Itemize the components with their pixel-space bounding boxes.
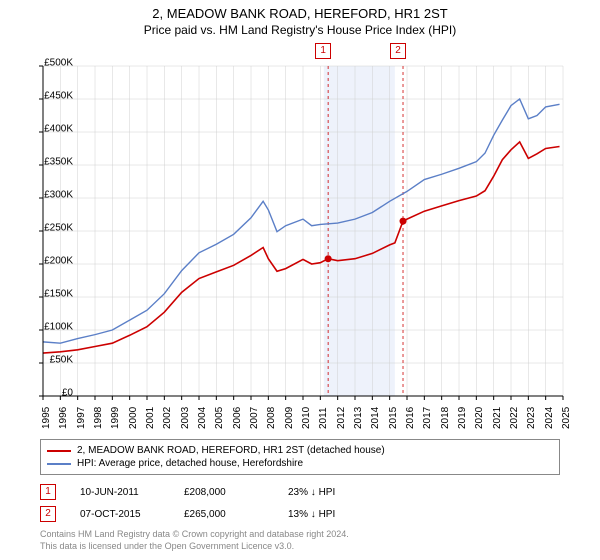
x-tick-label: 1995 [41, 407, 52, 429]
x-tick-label: 2007 [249, 407, 260, 429]
x-tick-label: 2004 [197, 407, 208, 429]
x-tick-label: 2013 [353, 407, 364, 429]
legend: 2, MEADOW BANK ROAD, HEREFORD, HR1 2ST (… [40, 439, 560, 475]
transaction-flag-2: 2 [40, 506, 56, 522]
x-tick-label: 2022 [509, 407, 520, 429]
y-tick-label: £200K [33, 256, 73, 267]
y-tick-label: £400K [33, 124, 73, 135]
y-tick-label: £100K [33, 322, 73, 333]
footer-attribution: Contains HM Land Registry data © Crown c… [40, 529, 560, 552]
y-tick-label: £150K [33, 289, 73, 300]
y-tick-label: £350K [33, 157, 73, 168]
y-tick-label: £300K [33, 190, 73, 201]
x-tick-label: 2003 [180, 407, 191, 429]
line-chart-svg [38, 63, 568, 403]
transaction-date-2: 07-OCT-2015 [80, 509, 160, 520]
transaction-price-1: £208,000 [184, 487, 264, 498]
x-tick-label: 2015 [388, 407, 399, 429]
x-tick-label: 2009 [284, 407, 295, 429]
x-tick-label: 2012 [336, 407, 347, 429]
y-tick-label: £250K [33, 223, 73, 234]
x-tick-label: 2016 [405, 407, 416, 429]
transaction-flag-1: 1 [40, 484, 56, 500]
y-tick-label: £450K [33, 91, 73, 102]
x-tick-label: 2011 [318, 407, 329, 429]
chart-area: £0£50K£100K£150K£200K£250K£300K£350K£400… [38, 63, 598, 435]
transaction-price-2: £265,000 [184, 509, 264, 520]
transaction-date-1: 10-JUN-2011 [80, 487, 160, 498]
x-tick-label: 2010 [301, 407, 312, 429]
chart-title: 2, MEADOW BANK ROAD, HEREFORD, HR1 2ST [0, 0, 600, 21]
footer-line-2: This data is licensed under the Open Gov… [40, 541, 560, 553]
legend-item-hpi: HPI: Average price, detached house, Here… [47, 457, 553, 470]
x-tick-label: 2005 [214, 407, 225, 429]
marker-flag: 2 [390, 43, 406, 59]
x-tick-label: 2023 [526, 407, 537, 429]
x-tick-label: 2000 [128, 407, 139, 429]
y-tick-label: £500K [33, 58, 73, 69]
legend-label-property: 2, MEADOW BANK ROAD, HEREFORD, HR1 2ST (… [77, 445, 385, 456]
x-tick-label: 2019 [457, 407, 468, 429]
marker-flag: 1 [315, 43, 331, 59]
x-tick-label: 1999 [110, 407, 121, 429]
x-tick-label: 2024 [544, 407, 555, 429]
x-tick-label: 2017 [422, 407, 433, 429]
x-tick-label: 1996 [58, 407, 69, 429]
chart-subtitle: Price paid vs. HM Land Registry's House … [0, 21, 600, 41]
y-tick-label: £50K [33, 355, 73, 366]
transactions-table: 1 10-JUN-2011 £208,000 23% ↓ HPI 2 07-OC… [40, 481, 560, 525]
transaction-diff-1: 23% ↓ HPI [288, 487, 368, 498]
legend-label-hpi: HPI: Average price, detached house, Here… [77, 458, 303, 469]
x-tick-label: 2018 [440, 407, 451, 429]
footer-line-1: Contains HM Land Registry data © Crown c… [40, 529, 560, 541]
x-tick-label: 2014 [370, 407, 381, 429]
y-tick-label: £0 [33, 388, 73, 399]
x-tick-label: 2025 [561, 407, 572, 429]
transaction-diff-2: 13% ↓ HPI [288, 509, 368, 520]
x-tick-label: 1997 [76, 407, 87, 429]
transaction-row-1: 1 10-JUN-2011 £208,000 23% ↓ HPI [40, 481, 560, 503]
legend-swatch-property [47, 450, 71, 452]
x-tick-label: 1998 [93, 407, 104, 429]
x-tick-label: 2001 [145, 407, 156, 429]
x-tick-label: 2008 [266, 407, 277, 429]
x-tick-label: 2006 [232, 407, 243, 429]
x-tick-label: 2020 [474, 407, 485, 429]
x-tick-label: 2021 [492, 407, 503, 429]
transaction-row-2: 2 07-OCT-2015 £265,000 13% ↓ HPI [40, 503, 560, 525]
legend-swatch-hpi [47, 463, 71, 465]
chart-container: 2, MEADOW BANK ROAD, HEREFORD, HR1 2ST P… [0, 0, 600, 552]
x-tick-label: 2002 [162, 407, 173, 429]
legend-item-property: 2, MEADOW BANK ROAD, HEREFORD, HR1 2ST (… [47, 444, 553, 457]
